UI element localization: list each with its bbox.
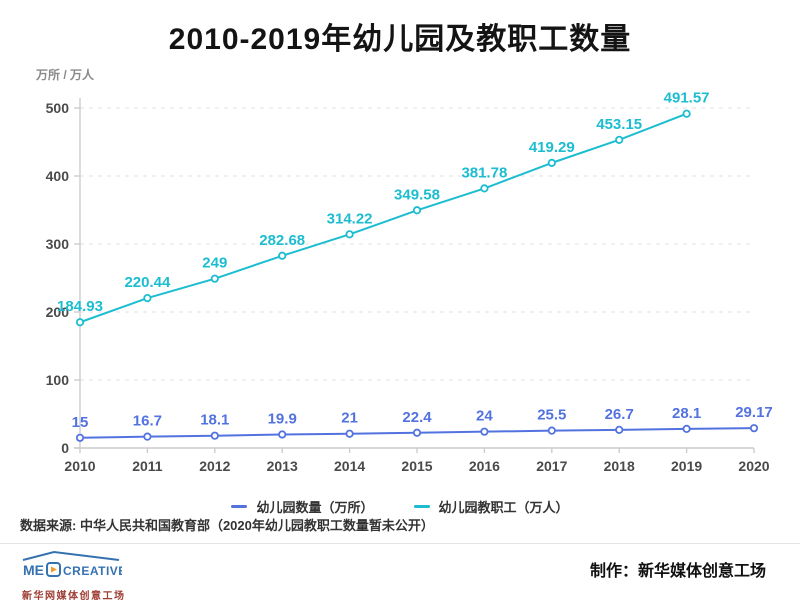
data-point-label: 18.1 <box>200 412 229 429</box>
x-tick-label: 2011 <box>132 458 163 474</box>
data-point <box>278 251 287 260</box>
data-point <box>143 294 152 303</box>
data-point <box>480 427 489 436</box>
data-point <box>615 425 624 434</box>
legend-label: 幼儿园教职工（万人） <box>438 499 569 515</box>
data-point <box>345 230 354 239</box>
data-point <box>480 184 489 193</box>
data-point <box>412 428 422 437</box>
data-point <box>278 430 287 439</box>
legend-dash-icon <box>413 504 430 508</box>
data-point-label: 29.17 <box>735 404 773 421</box>
data-point <box>75 318 85 327</box>
x-tick-label: 2016 <box>469 458 500 474</box>
data-point <box>143 432 152 441</box>
legend-label: 幼儿园数量（万所） <box>256 499 374 515</box>
brand-logo: ME CREATIVE 新华网媒体创意工场 <box>22 550 132 600</box>
x-tick-label: 2020 <box>738 458 769 474</box>
data-point <box>682 109 691 118</box>
x-tick-label: 2010 <box>64 458 95 474</box>
data-point-label: 26.7 <box>605 406 634 423</box>
data-point-label: 381.78 <box>461 164 507 181</box>
data-point-label: 22.4 <box>402 409 432 426</box>
data-point-label: 349.58 <box>394 186 440 203</box>
data-point <box>615 135 624 144</box>
logo-word-left: ME <box>23 562 44 578</box>
line-chart: 0 100 200 300 400 500 2010 2011 2012 2013 2014 2015… <box>46 90 773 474</box>
data-point-label: 249 <box>202 255 227 272</box>
data-point-label: 220.44 <box>124 274 171 291</box>
data-point-label: 16.7 <box>133 413 162 430</box>
data-point <box>75 433 85 442</box>
brand-logo-mark: ME CREATIVE <box>22 550 126 578</box>
data-point-label: 24 <box>476 408 493 425</box>
data-point-label: 21 <box>341 410 358 427</box>
footer-divider <box>0 543 800 544</box>
data-point <box>547 158 556 167</box>
y-tick-label: 500 <box>46 100 70 116</box>
y-tick-label: 100 <box>46 372 70 388</box>
legend-item[interactable]: 幼儿园数量（万所） <box>231 497 374 516</box>
data-point-label: 184.93 <box>57 298 103 315</box>
data-point <box>682 424 691 433</box>
credit-text: 制作：新华媒体创意工场 <box>589 563 766 580</box>
data-source-note: 数据来源: 中华人民共和国教育部（2020年幼儿园教职工数量暂未公开） <box>20 518 434 533</box>
data-point-label: 453.15 <box>596 116 642 133</box>
chart-legend: 幼儿园数量（万所） 幼儿园教职工（万人） <box>0 497 800 515</box>
data-point <box>412 206 422 215</box>
x-tick-label: 2019 <box>671 458 702 474</box>
data-point-label: 419.29 <box>529 139 575 156</box>
data-point-label: 491.57 <box>664 90 710 107</box>
y-tick-label: 0 <box>61 440 69 456</box>
data-point-label: 314.22 <box>327 210 373 227</box>
data-point-label: 15 <box>72 414 89 431</box>
data-point-label: 19.9 <box>268 410 297 427</box>
series-line <box>79 112 688 324</box>
x-tick-label: 2018 <box>604 458 635 474</box>
y-tick-label: 400 <box>46 168 70 184</box>
logo-roof-icon <box>22 550 120 561</box>
data-point-label: 28.1 <box>672 405 701 422</box>
y-tick-label: 200 <box>46 304 70 320</box>
x-tick-label: 2017 <box>536 458 567 474</box>
x-tick-label: 2013 <box>267 458 298 474</box>
x-tick-label: 2015 <box>401 458 432 474</box>
legend-item[interactable]: 幼儿园教职工（万人） <box>413 497 569 516</box>
y-axis-unit-label: 万所 / 万人 <box>36 68 95 82</box>
logo-play-icon <box>51 566 57 573</box>
data-point <box>345 429 354 438</box>
page-title: 2010-2019年幼儿园及教职工数量 <box>168 23 632 56</box>
y-tick-label: 300 <box>46 236 70 252</box>
logo-subtext: 新华网媒体创意工场 <box>22 591 126 600</box>
legend-dash-icon <box>231 504 248 508</box>
data-point-label: 282.68 <box>259 232 305 249</box>
data-point <box>210 431 219 440</box>
logo-word-right: CREATIVE <box>63 564 122 578</box>
data-point <box>547 426 556 435</box>
data-point <box>749 424 759 433</box>
data-point <box>210 274 219 283</box>
data-point-label: 25.5 <box>537 407 566 424</box>
x-tick-label: 2014 <box>334 458 365 474</box>
x-tick-label: 2012 <box>199 458 230 474</box>
